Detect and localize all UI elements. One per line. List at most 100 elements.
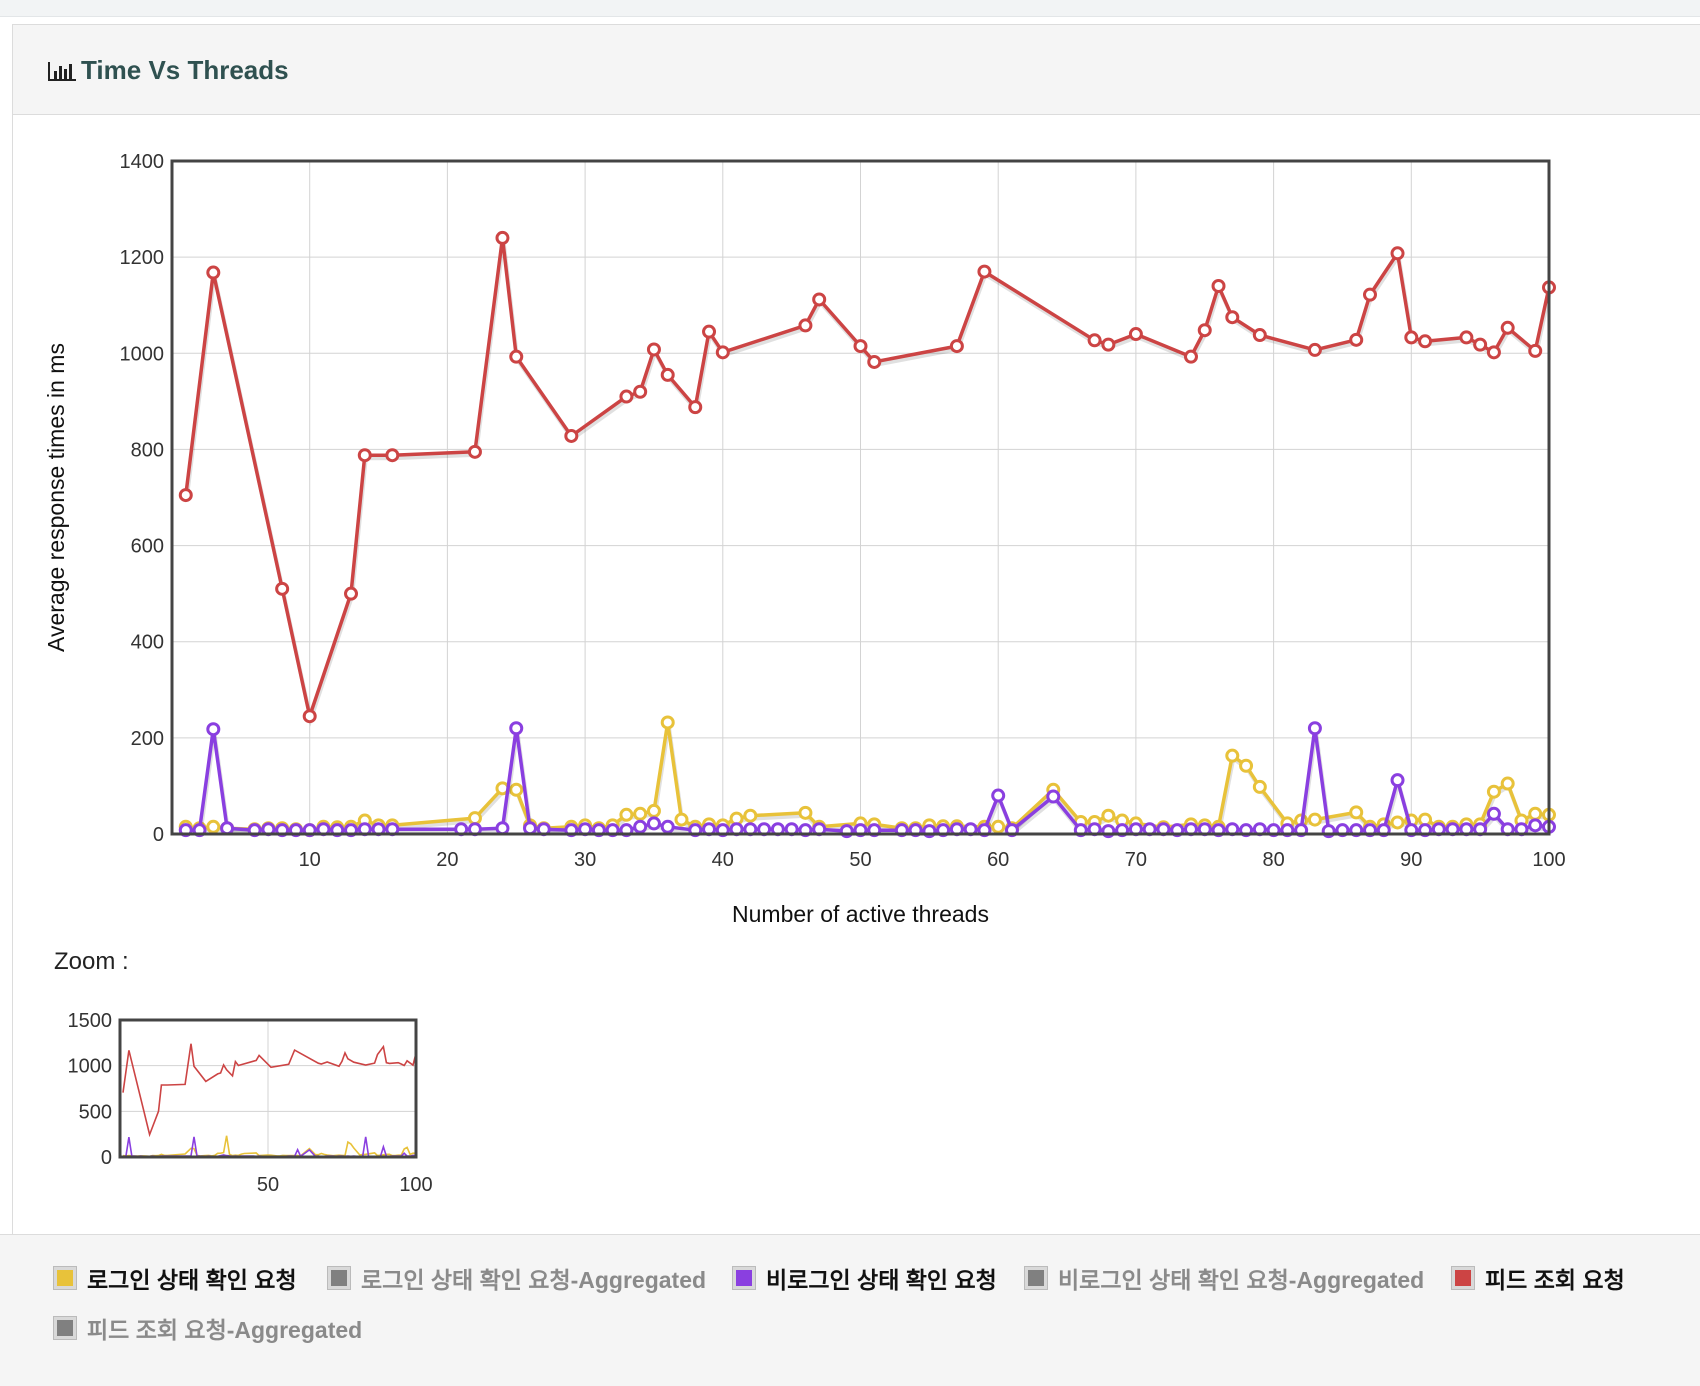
legend-swatch — [1451, 1266, 1475, 1290]
data-point — [1239, 758, 1254, 773]
data-point — [646, 342, 661, 357]
bar-chart-icon — [48, 61, 76, 81]
data-point — [1349, 332, 1364, 347]
data-point — [660, 367, 675, 382]
y-axis-label: Average response times in ms — [43, 343, 69, 652]
data-point — [798, 318, 813, 333]
y-tick-label: 1400 — [120, 151, 165, 173]
data-point — [867, 354, 882, 369]
x-tick-label: 100 — [1532, 849, 1565, 871]
zoom-y-tick-label: 1000 — [68, 1056, 113, 1078]
legend: 로그인 상태 확인 요청 로그인 상태 확인 요청-Aggregated 비로그… — [0, 1234, 1700, 1386]
legend-swatch — [327, 1266, 351, 1290]
legend-item-login-status[interactable]: 로그인 상태 확인 요청 — [53, 1261, 297, 1295]
panel-header: Time Vs Threads — [13, 25, 1700, 115]
data-point — [1390, 815, 1405, 830]
plot-border — [170, 159, 1551, 836]
data-point — [619, 389, 634, 404]
x-tick-label: 10 — [299, 849, 321, 871]
data-point — [1486, 345, 1501, 360]
data-point — [1307, 721, 1322, 736]
series-line — [185, 720, 1550, 832]
data-point — [1225, 310, 1240, 325]
data-point — [1500, 776, 1515, 791]
y-tick-label: 1200 — [120, 247, 165, 269]
panel-title-group: Time Vs Threads — [47, 55, 289, 86]
x-tick-label: 50 — [849, 849, 871, 871]
data-point — [646, 803, 661, 818]
data-point — [798, 805, 813, 820]
data-point — [1307, 812, 1322, 827]
data-point — [1211, 278, 1226, 293]
data-point — [1459, 330, 1474, 345]
legend-item-nonlogin-status[interactable]: 비로그인 상태 확인 요청 — [732, 1261, 997, 1295]
data-point — [1486, 784, 1501, 799]
data-point — [467, 811, 482, 826]
data-point — [674, 812, 689, 827]
x-tick-label: 80 — [1262, 849, 1284, 871]
legend-item-login-status-aggregated[interactable]: 로그인 상태 확인 요청-Aggregated — [327, 1261, 706, 1295]
legend-label: 비로그인 상태 확인 요청 — [766, 1267, 997, 1293]
chart-panel: Time Vs Threads — [12, 24, 1700, 1378]
top-strip — [0, 0, 1700, 17]
data-point — [1362, 287, 1377, 302]
legend-label: 비로그인 상태 확인 요청-Aggregated — [1058, 1267, 1425, 1293]
main-chart[interactable]: 10 20 30 40 50 60 70 80 90 1000200400600800100012… — [43, 151, 1566, 927]
legend-swatch — [53, 1316, 77, 1340]
data-point — [633, 806, 648, 821]
legend-swatch — [53, 1266, 77, 1290]
data-point — [1528, 343, 1543, 358]
zoom-series-line — [122, 1043, 417, 1138]
data-point — [302, 709, 317, 724]
data-point — [206, 819, 221, 834]
y-tick-label: 800 — [131, 439, 164, 461]
zoom-y-tick-label: 1500 — [68, 1010, 113, 1032]
data-point — [633, 819, 648, 834]
data-point — [275, 581, 290, 596]
data-point — [1197, 323, 1212, 338]
data-point — [220, 821, 235, 836]
data-point — [633, 384, 648, 399]
x-tick-label: 60 — [987, 849, 1009, 871]
legend-label: 로그인 상태 확인 요청 — [87, 1267, 297, 1293]
zoom-series-line — [122, 1135, 417, 1158]
data-point — [1390, 773, 1405, 788]
data-point — [1307, 342, 1322, 357]
x-tick-label: 40 — [712, 849, 734, 871]
legend-item-feed-query-aggregated[interactable]: 피드 조회 요청-Aggregated — [53, 1311, 363, 1345]
zoom-x-tick-label: 50 — [257, 1174, 279, 1196]
data-point — [1128, 327, 1143, 342]
legend-item-feed-query[interactable]: 피드 조회 요청 — [1451, 1261, 1625, 1295]
legend-label: 피드 조회 요청-Aggregated — [87, 1317, 363, 1343]
data-point — [385, 448, 400, 463]
series-line — [184, 236, 1551, 718]
data-point — [1528, 818, 1543, 833]
y-tick-label: 1000 — [120, 343, 165, 365]
x-tick-label: 70 — [1125, 849, 1147, 871]
legend-swatch — [1024, 1266, 1048, 1290]
zoom-label: Zoom : — [54, 948, 129, 975]
data-point — [495, 230, 510, 245]
data-point — [991, 788, 1006, 803]
data-point — [523, 821, 538, 836]
zoom-y-tick-label: 500 — [79, 1101, 112, 1123]
data-point — [646, 816, 661, 831]
data-point — [715, 345, 730, 360]
data-point — [206, 722, 221, 737]
data-point — [1087, 333, 1102, 348]
legend-label: 피드 조회 요청 — [1485, 1267, 1625, 1293]
zoom-x-tick-label: 100 — [399, 1174, 432, 1196]
data-point — [812, 292, 827, 307]
data-point — [1528, 806, 1543, 821]
legend-item-nonlogin-status-aggregated[interactable]: 비로그인 상태 확인 요청-Aggregated — [1024, 1261, 1425, 1295]
data-point — [1046, 789, 1061, 804]
data-point — [1500, 320, 1515, 335]
data-point — [509, 349, 524, 364]
y-tick-label: 600 — [131, 536, 164, 558]
data-point — [1404, 330, 1419, 345]
series-shadow — [184, 240, 1552, 727]
data-point — [206, 265, 221, 280]
data-point — [977, 264, 992, 279]
data-point — [1101, 337, 1116, 352]
